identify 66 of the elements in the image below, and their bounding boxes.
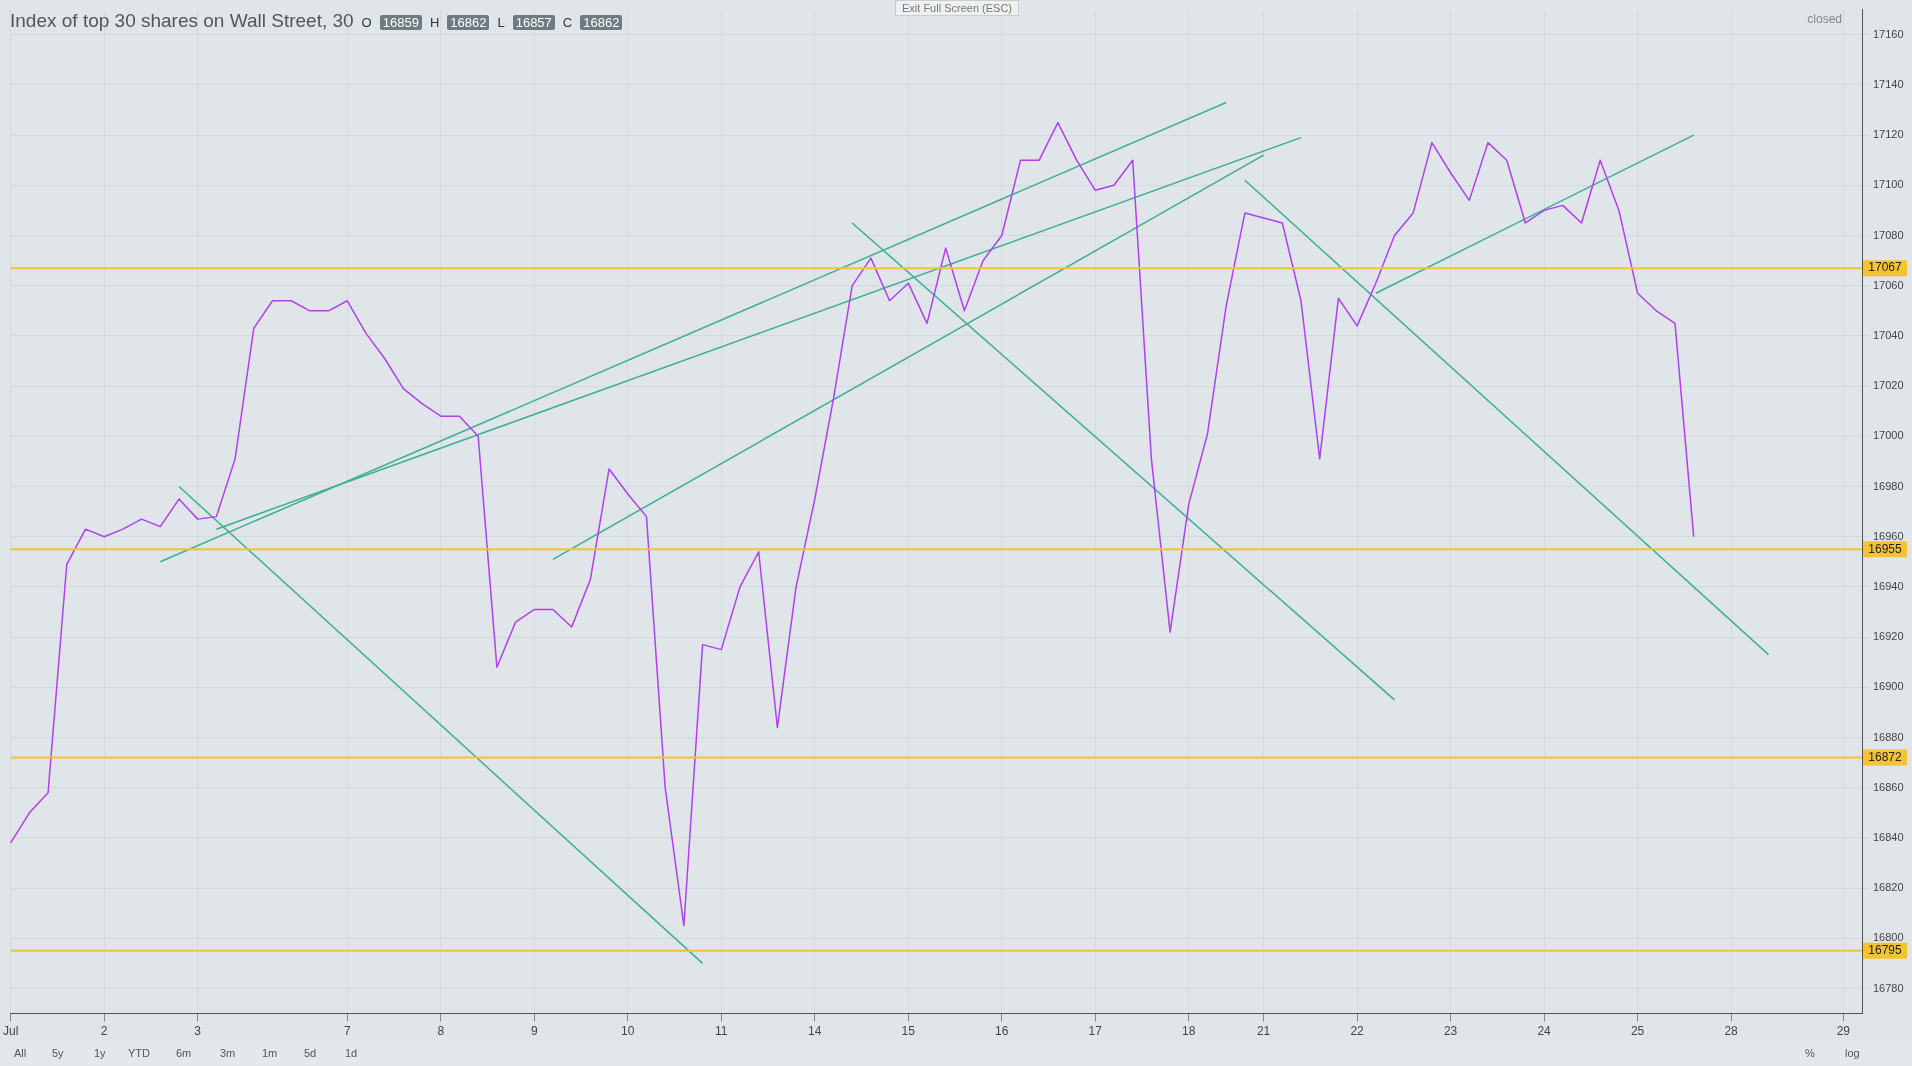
annotation: L xyxy=(497,15,505,30)
annotation: closed xyxy=(1807,12,1842,26)
x-tick-label: 11 xyxy=(715,1024,728,1039)
annotation: 16862 xyxy=(447,15,490,30)
y-tick-label: 17100 xyxy=(1873,178,1904,191)
x-tick-label: 25 xyxy=(1630,1024,1645,1039)
x-tick-label: 9 xyxy=(530,1024,538,1039)
y-tick-label: 16840 xyxy=(1873,830,1904,843)
y-tick-label: 16960 xyxy=(1873,529,1904,542)
y-tick-label: 17120 xyxy=(1873,128,1904,141)
y-tick-label: 17080 xyxy=(1873,228,1904,241)
x-tick-label: 21 xyxy=(1256,1024,1271,1039)
x-tick-label: 28 xyxy=(1724,1024,1739,1039)
x-tick-label: Jul xyxy=(3,1024,19,1039)
x-tick-label: 14 xyxy=(808,1024,822,1039)
annotation: 16859 xyxy=(379,15,422,30)
x-tick-label: 24 xyxy=(1537,1024,1552,1039)
annotation: 16862 xyxy=(580,15,623,30)
annotation: H xyxy=(429,15,440,30)
x-tick-label: 15 xyxy=(901,1024,916,1039)
text: 1d xyxy=(345,1047,358,1059)
x-tick-label: 29 xyxy=(1836,1024,1851,1039)
annotation: 16857 xyxy=(512,15,555,30)
text: 5y xyxy=(52,1047,64,1059)
x-tick-label: 18 xyxy=(1182,1024,1196,1039)
y-tick-label: 16880 xyxy=(1873,730,1904,743)
y-tick-label: 16920 xyxy=(1873,630,1904,643)
text: 6m xyxy=(176,1047,192,1059)
text: All xyxy=(14,1047,27,1059)
y-tick-label: 16780 xyxy=(1873,981,1904,994)
x-tick-label: 17 xyxy=(1088,1024,1103,1039)
y-tick-label: 16980 xyxy=(1873,479,1904,492)
x-tick-label: 22 xyxy=(1350,1024,1365,1039)
ref-line-label: 16955 xyxy=(1868,541,1903,556)
text: YTD xyxy=(128,1047,150,1059)
y-tick-label: 17060 xyxy=(1873,278,1904,291)
x-tick-label: 3 xyxy=(194,1024,202,1039)
annotation: O xyxy=(361,15,372,30)
ref-line-label: 16872 xyxy=(1868,749,1903,764)
x-tick-label: 10 xyxy=(621,1024,635,1039)
text: 5d xyxy=(304,1047,317,1059)
x-tick-label: 7 xyxy=(343,1024,351,1039)
y-tick-label: 17020 xyxy=(1873,379,1904,392)
ref-line-label: 16795 xyxy=(1868,943,1903,958)
y-tick-label: 17140 xyxy=(1873,77,1904,90)
x-tick-label: 2 xyxy=(100,1024,108,1039)
text: log xyxy=(1845,1047,1860,1059)
y-tick-label: 16940 xyxy=(1873,579,1904,592)
ref-line-label: 17067 xyxy=(1868,260,1903,275)
annotation: C xyxy=(562,15,573,30)
text: 3m xyxy=(220,1047,236,1059)
x-tick-label: 23 xyxy=(1443,1024,1458,1039)
text: 1m xyxy=(262,1047,278,1059)
y-tick-label: 16820 xyxy=(1873,881,1904,894)
text: % xyxy=(1805,1047,1815,1059)
y-tick-label: 17000 xyxy=(1873,429,1904,442)
annotation: Exit Full Screen (ESC) xyxy=(895,0,1020,16)
y-tick-label: 17160 xyxy=(1873,27,1904,40)
y-tick-label: 16800 xyxy=(1873,931,1904,944)
y-tick-label: 16860 xyxy=(1873,780,1904,793)
y-tick-label: 17040 xyxy=(1873,328,1904,341)
x-tick-label: 8 xyxy=(437,1024,445,1039)
x-tick-label: 16 xyxy=(995,1024,1009,1039)
y-tick-label: 16900 xyxy=(1873,680,1904,693)
text: 1y xyxy=(94,1047,106,1059)
chart-title: Index of top 30 shares on Wall Street, 30 xyxy=(10,10,354,32)
